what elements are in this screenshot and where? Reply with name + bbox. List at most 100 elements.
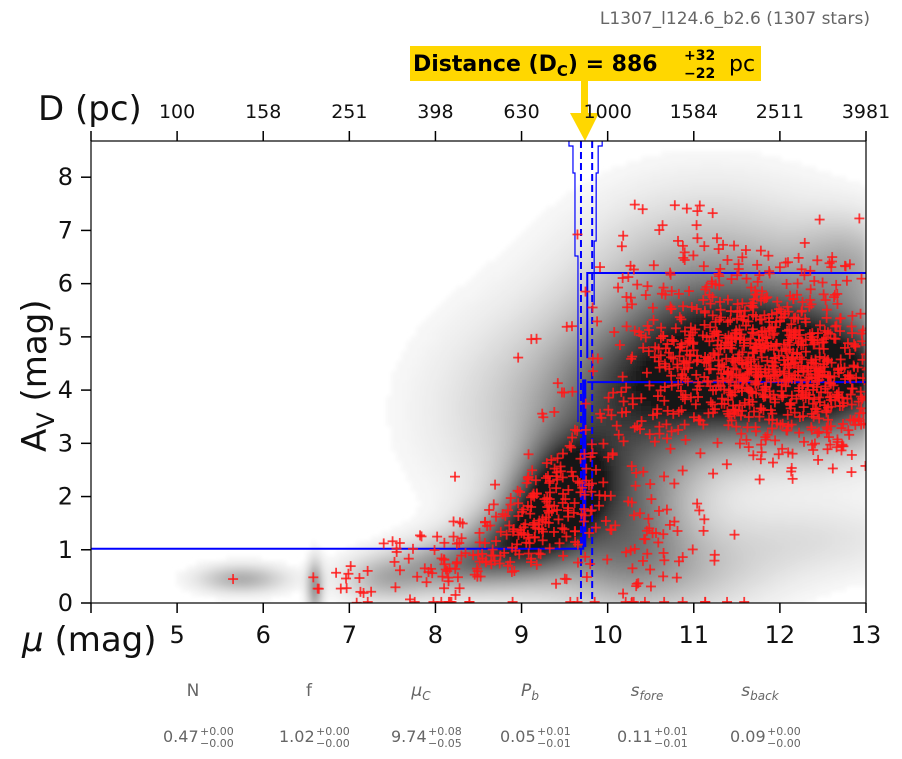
density-cell <box>666 181 672 187</box>
density-cell <box>686 371 692 377</box>
density-cell <box>436 436 442 442</box>
density-cell <box>676 281 682 287</box>
density-cell <box>546 341 552 347</box>
density-cell <box>581 356 587 362</box>
density-cell <box>851 356 857 362</box>
density-cell <box>586 461 592 467</box>
density-cell <box>691 241 697 247</box>
density-cell <box>746 231 752 237</box>
density-cell <box>771 306 777 312</box>
density-cell <box>441 346 447 352</box>
density-cell <box>576 396 582 402</box>
density-cell <box>766 221 772 227</box>
density-cell <box>841 246 847 252</box>
density-cell <box>761 321 767 327</box>
density-cell <box>586 336 592 342</box>
density-cell <box>636 361 642 367</box>
density-cell <box>601 461 607 467</box>
density-cell <box>781 231 787 237</box>
density-cell <box>791 211 797 217</box>
density-cell <box>441 381 447 387</box>
density-cell <box>426 371 432 377</box>
density-cell <box>671 191 677 197</box>
density-cell <box>746 201 752 207</box>
density-cell <box>771 276 777 282</box>
density-cell <box>656 381 662 387</box>
density-cell <box>781 191 787 197</box>
density-cell <box>561 401 567 407</box>
density-cell <box>576 186 582 192</box>
density-cell <box>526 311 532 317</box>
density-cell <box>501 376 507 382</box>
density-cell <box>631 456 637 462</box>
density-cell <box>721 251 727 257</box>
density-cell <box>546 416 552 422</box>
density-cell <box>421 386 427 392</box>
density-cell <box>606 256 612 262</box>
density-cell <box>516 261 522 267</box>
density-cell <box>426 421 432 427</box>
density-cell <box>776 431 782 437</box>
density-cell <box>661 241 667 247</box>
density-cell <box>671 221 677 227</box>
density-cell <box>476 356 482 362</box>
density-cell <box>811 436 817 442</box>
density-cell <box>721 416 727 422</box>
density-cell <box>411 336 417 342</box>
density-cell <box>716 451 722 457</box>
density-cell <box>526 316 532 322</box>
density-cell <box>386 416 392 422</box>
density-cell <box>551 206 557 212</box>
density-cell <box>731 426 737 432</box>
density-cell <box>591 176 597 182</box>
density-cell <box>746 226 752 232</box>
density-cell <box>601 256 607 262</box>
density-cell <box>836 176 842 182</box>
density-cell <box>501 266 507 272</box>
density-cell <box>576 261 582 267</box>
density-cell <box>536 296 542 302</box>
density-cell <box>741 436 747 442</box>
density-cell <box>611 241 617 247</box>
density-cell <box>656 461 662 467</box>
density-cell <box>596 306 602 312</box>
density-cell <box>646 306 652 312</box>
density-cell <box>496 361 502 367</box>
density-cell <box>571 291 577 297</box>
density-cell <box>551 221 557 227</box>
density-cell <box>641 311 647 317</box>
density-cell <box>801 231 807 237</box>
density-cell <box>461 286 467 292</box>
density-cell <box>726 256 732 262</box>
density-cell <box>591 211 597 217</box>
density-cell <box>591 396 597 402</box>
density-cell <box>556 261 562 267</box>
density-cell <box>491 276 497 282</box>
density-cell <box>566 371 572 377</box>
density-cell <box>631 446 637 452</box>
density-cell <box>456 371 462 377</box>
density-cell <box>791 291 797 297</box>
density-cell <box>456 401 462 407</box>
density-cell <box>556 211 562 217</box>
density-cell <box>436 426 442 432</box>
density-cell <box>506 321 512 327</box>
density-cell <box>486 286 492 292</box>
density-cell <box>466 281 472 287</box>
density-cell <box>721 306 727 312</box>
density-cell <box>701 181 707 187</box>
density-cell <box>776 166 782 172</box>
density-cell <box>446 451 452 457</box>
density-cell <box>456 341 462 347</box>
density-cell <box>446 381 452 387</box>
density-cell <box>801 431 807 437</box>
density-cell <box>401 416 407 422</box>
density-cell <box>576 226 582 232</box>
density-cell <box>551 301 557 307</box>
density-cell <box>656 386 662 392</box>
density-cell <box>786 266 792 272</box>
density-cell <box>626 251 632 257</box>
density-cell <box>716 216 722 222</box>
density-cell <box>411 346 417 352</box>
density-cell <box>646 261 652 267</box>
